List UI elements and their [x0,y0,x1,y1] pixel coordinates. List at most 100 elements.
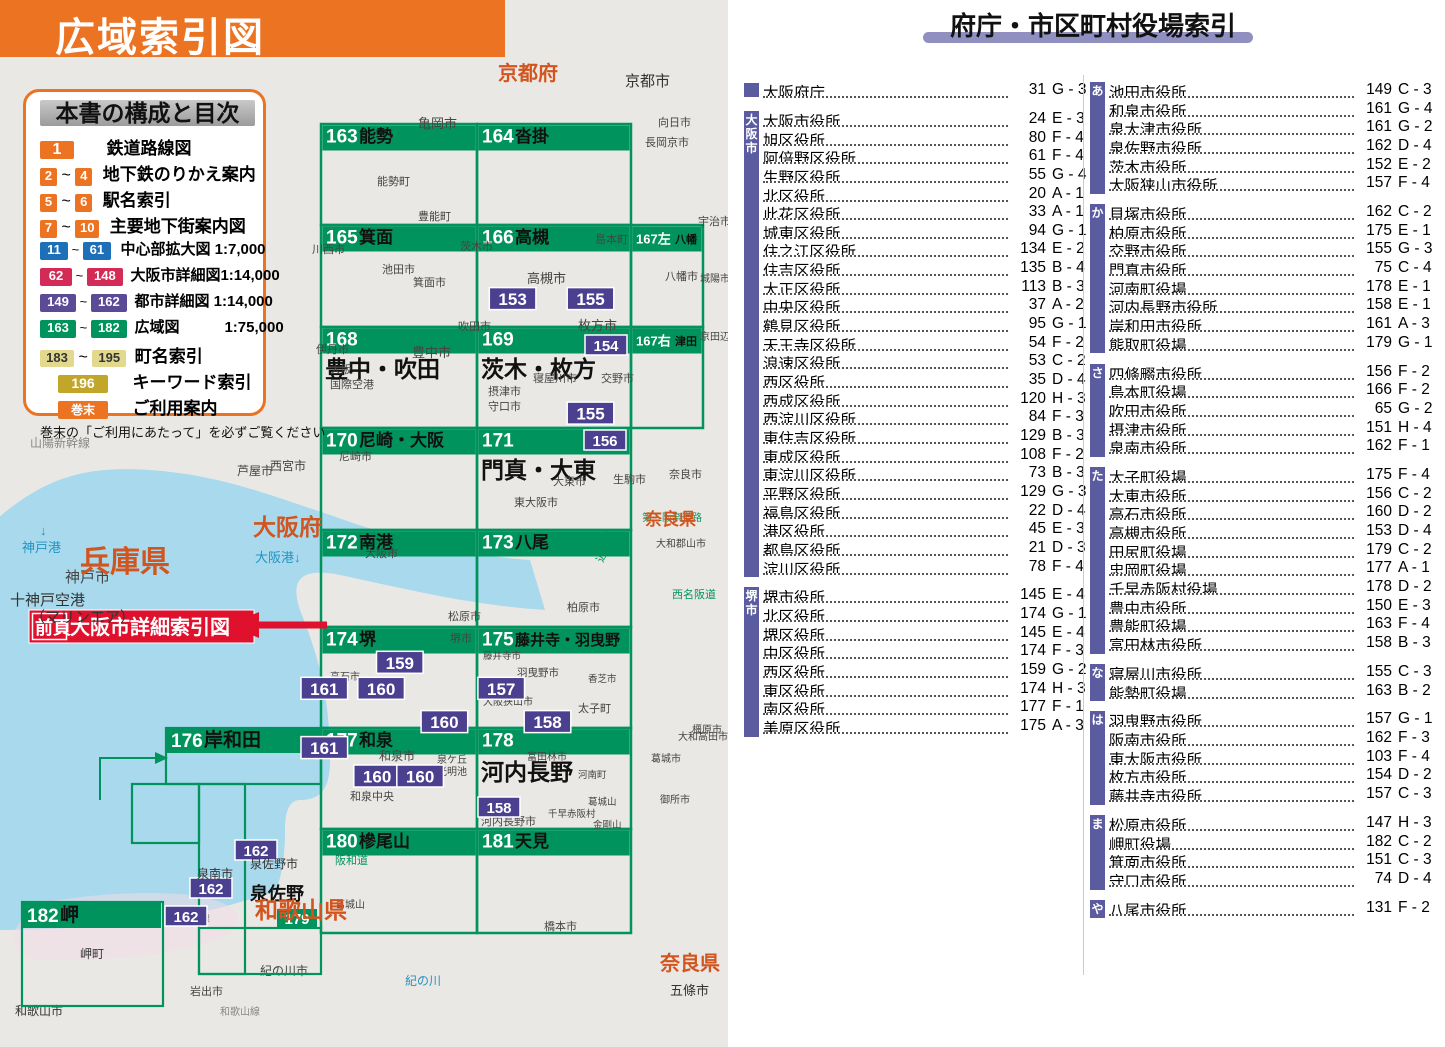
svg-text:167右: 167右 [636,334,671,349]
svg-text:千早赤阪村: 千早赤阪村 [548,808,596,820]
svg-text:向日市: 向日市 [658,115,691,129]
svg-text:堺: 堺 [359,629,377,649]
svg-text:155: 155 [576,405,604,424]
svg-text:芦屋市: 芦屋市 [237,463,273,478]
svg-text:大阪: 大阪 [330,362,352,376]
svg-text:箕面: 箕面 [359,227,393,247]
svg-text:摂津市: 摂津市 [488,384,521,398]
svg-text:泉佐野市: 泉佐野市 [250,856,298,871]
svg-text:大阪府: 大阪府 [253,514,322,540]
svg-text:城陽市: 城陽市 [700,272,728,285]
svg-text:171: 171 [482,431,514,452]
svg-text:枚方市: 枚方市 [578,318,617,333]
svg-text:川西市: 川西市 [312,242,345,256]
svg-text:金剛山: 金剛山 [593,819,622,831]
svg-text:172: 172 [326,533,358,554]
svg-text:茨木市: 茨木市 [460,239,493,253]
svg-text:173: 173 [482,533,514,554]
svg-text:167左: 167左 [636,232,671,247]
svg-text:岩出市: 岩出市 [190,984,223,998]
svg-text:吹田市: 吹田市 [458,319,491,333]
svg-text:164: 164 [482,127,514,148]
svg-text:161: 161 [310,680,338,699]
svg-text:葛城山: 葛城山 [588,796,617,808]
svg-text:和泉中央: 和泉中央 [350,789,394,803]
svg-text:尼崎・大阪: 尼崎・大阪 [359,430,444,450]
svg-text:藤井寺市: 藤井寺市 [483,650,522,662]
svg-text:河南町: 河南町 [578,769,607,781]
svg-text:御所市: 御所市 [660,793,690,806]
svg-text:藤井寺・羽曳野: 藤井寺・羽曳野 [515,631,620,649]
svg-text:尼崎市: 尼崎市 [339,449,372,463]
svg-text:柏原市: 柏原市 [567,600,600,614]
svg-text:五條市: 五條市 [670,983,709,998]
svg-text:寝屋川市: 寝屋川市 [533,371,577,385]
svg-text:神戸港: 神戸港 [22,540,61,555]
svg-text:阪和道: 阪和道 [335,853,368,867]
svg-text:八幡市: 八幡市 [665,269,698,283]
svg-text:大東市: 大東市 [553,474,586,488]
svg-text:沓掛: 沓掛 [514,126,549,146]
svg-text:↓: ↓ [40,523,47,538]
svg-text:東大阪市: 東大阪市 [514,495,558,509]
svg-text:長岡京市: 長岡京市 [645,135,689,149]
svg-text:泉南市: 泉南市 [197,866,233,881]
svg-text:156: 156 [592,433,617,450]
svg-text:能勢町: 能勢町 [377,174,410,188]
svg-text:豊中市: 豊中市 [412,345,451,360]
svg-text:香芝市: 香芝市 [588,673,617,685]
svg-text:富田林市: 富田林市 [527,750,567,763]
svg-text:153: 153 [498,290,526,309]
svg-text:橋本市: 橋本市 [544,919,577,933]
svg-text:奈良県: 奈良県 [644,509,696,529]
svg-text:163: 163 [326,127,358,148]
svg-text:国際空港: 国際空港 [330,377,374,391]
svg-text:158: 158 [486,800,511,817]
svg-text:180: 180 [326,832,358,853]
svg-text:160: 160 [363,768,391,787]
svg-text:八幡: 八幡 [674,232,698,246]
svg-text:和泉市: 和泉市 [379,748,415,763]
svg-text:161: 161 [310,739,338,758]
svg-text:和泉: 和泉 [359,730,394,750]
svg-text:京都市: 京都市 [625,73,670,90]
svg-text:岬町: 岬町 [80,947,104,961]
svg-text:泉ケ丘: 泉ケ丘 [437,753,467,766]
svg-text:奈良市: 奈良市 [669,467,702,481]
svg-text:豊能町: 豊能町 [418,209,451,223]
svg-text:157: 157 [487,680,515,699]
svg-text:池田市: 池田市 [382,262,415,276]
svg-text:槮尾山: 槮尾山 [359,831,410,851]
svg-text:155: 155 [576,290,604,309]
svg-text:八尾: 八尾 [515,533,549,552]
svg-text:154: 154 [593,338,619,355]
svg-text:160: 160 [430,713,458,732]
svg-text:大阪港↓: 大阪港↓ [255,550,301,565]
svg-text:天見: 天見 [515,832,549,851]
svg-text:178: 178 [482,731,514,752]
svg-text:守口市: 守口市 [488,399,521,413]
svg-text:158: 158 [533,713,561,732]
svg-text:181: 181 [482,832,514,853]
svg-text:174: 174 [326,630,358,651]
svg-text:太子町: 太子町 [578,702,611,715]
svg-text:160: 160 [406,768,434,787]
svg-text:西名阪道: 西名阪道 [672,587,716,601]
svg-text:176: 176 [171,731,203,752]
svg-text:和歌山線: 和歌山線 [220,1005,260,1018]
svg-text:伊丹市: 伊丹市 [316,342,349,356]
svg-text:兵庫県: 兵庫県 [80,546,170,579]
svg-text:奈良県: 奈良県 [659,951,720,975]
svg-text:159: 159 [386,654,414,673]
svg-text:西宮市: 西宮市 [270,458,306,473]
svg-text:堺市: 堺市 [450,631,472,645]
svg-text:生駒市: 生駒市 [613,472,646,486]
svg-text:島本町: 島本町 [595,232,628,246]
svg-text:京都府: 京都府 [498,61,558,85]
svg-text:能勢: 能勢 [359,126,393,146]
svg-text:紀の川市: 紀の川市 [260,963,308,978]
svg-text:170: 170 [326,431,358,452]
svg-text:高槻: 高槻 [515,227,549,247]
svg-text:交野市: 交野市 [601,371,634,385]
svg-text:橿原市: 橿原市 [692,723,722,736]
